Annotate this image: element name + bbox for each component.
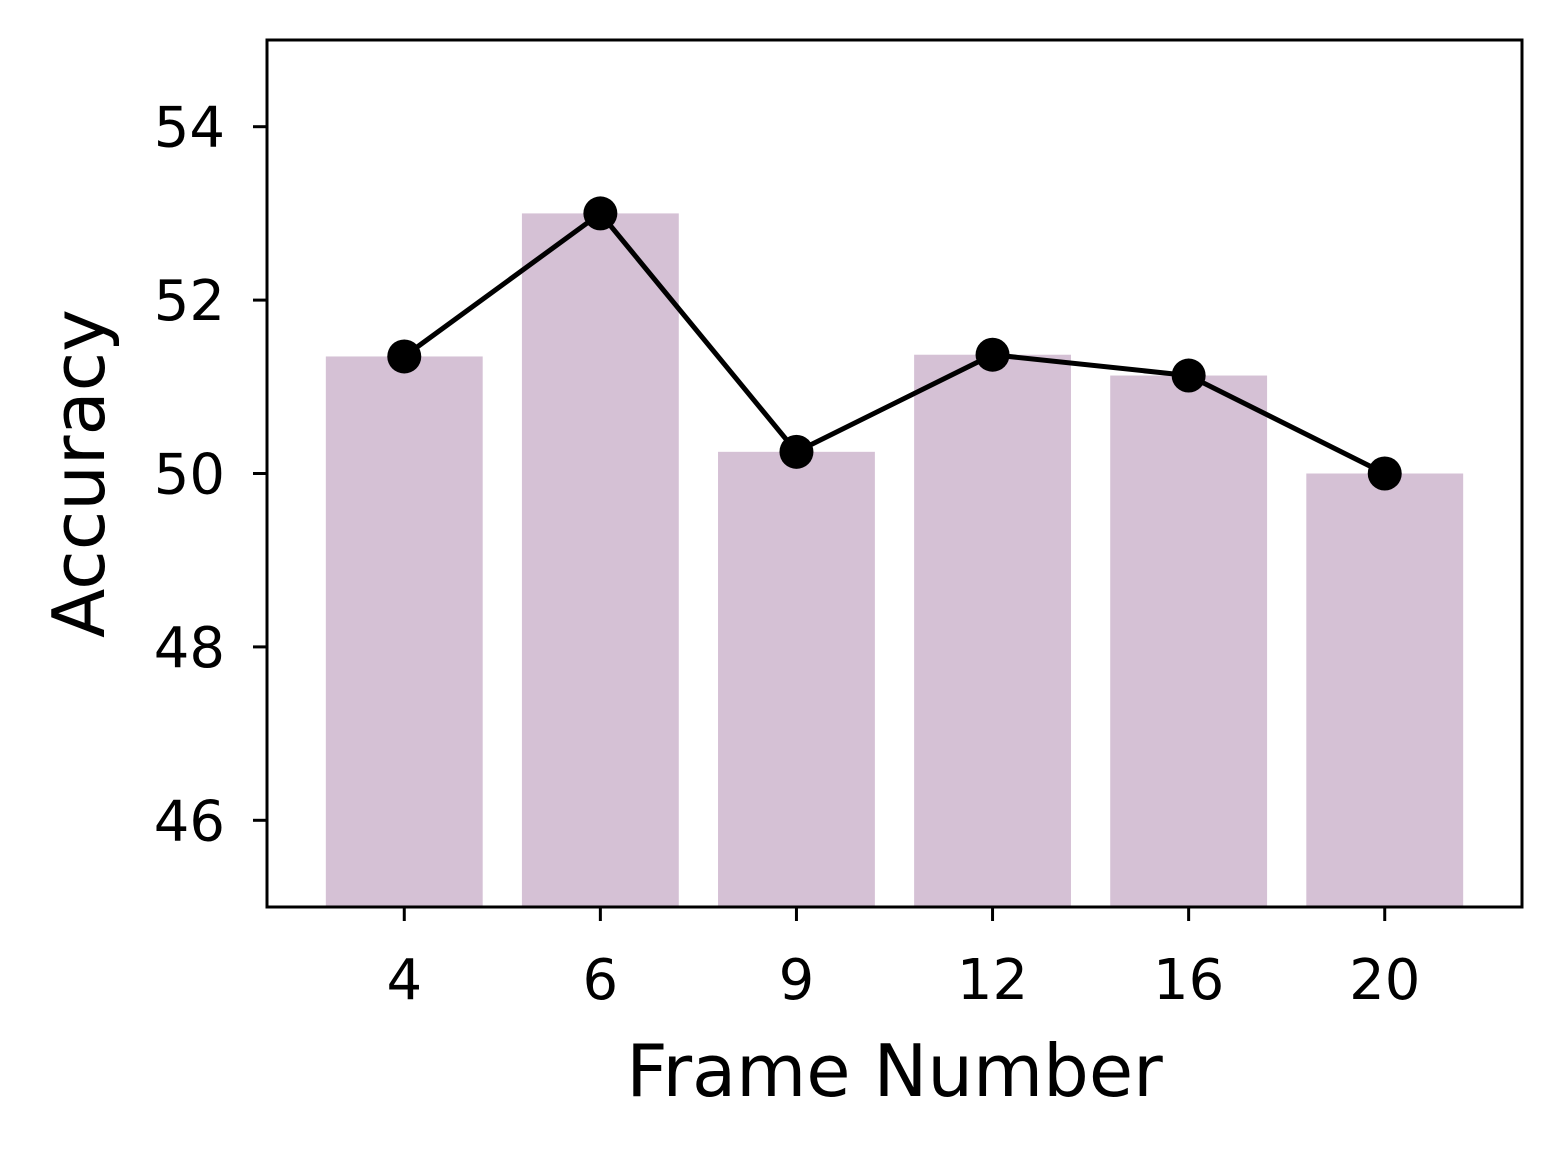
x-ticks: 4 6 9 12 16 20 <box>386 907 1420 1013</box>
bar-16 <box>1110 375 1268 907</box>
x-tick-label: 16 <box>1153 948 1224 1013</box>
point-16 <box>1171 358 1206 393</box>
x-tick-label: 4 <box>386 948 422 1013</box>
accuracy-line <box>402 209 1386 476</box>
x-axis-label: Frame Number <box>626 1029 1163 1113</box>
x-tick-label: 6 <box>583 948 619 1013</box>
point-6 <box>583 196 618 231</box>
x-tick-label: 9 <box>779 948 815 1013</box>
bar-12 <box>914 354 1071 907</box>
x-tick-label: 12 <box>957 948 1028 1013</box>
y-tick-label: 50 <box>154 443 225 508</box>
y-tick-label: 52 <box>154 269 225 334</box>
bar-9 <box>718 451 875 907</box>
y-tick-label: 46 <box>154 789 225 854</box>
bars-layer <box>325 213 1464 908</box>
line-layer <box>387 196 1402 491</box>
x-tick-label: 20 <box>1349 948 1420 1013</box>
point-4 <box>387 339 422 374</box>
bar-4 <box>325 356 483 908</box>
point-20 <box>1367 456 1402 491</box>
point-12 <box>975 337 1010 372</box>
y-tick-label: 54 <box>154 96 225 161</box>
bar-6 <box>521 213 679 907</box>
point-9 <box>779 434 814 469</box>
y-tick-label: 48 <box>154 616 225 681</box>
bar-20 <box>1306 473 1464 907</box>
y-ticks: 46 48 50 52 54 <box>154 96 267 854</box>
y-axis-label: Accuracy <box>37 309 121 638</box>
